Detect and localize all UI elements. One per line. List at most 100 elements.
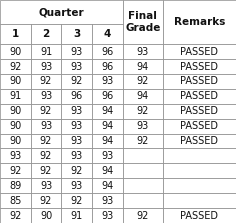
Text: 92: 92 — [137, 136, 149, 146]
Bar — [61, 163, 92, 178]
Bar — [61, 193, 92, 208]
Text: 92: 92 — [71, 76, 83, 87]
Text: PASSED: PASSED — [180, 62, 219, 72]
Bar — [92, 134, 123, 149]
Bar — [92, 59, 123, 74]
Text: 93: 93 — [101, 211, 114, 221]
Bar — [0, 24, 31, 44]
Bar — [92, 24, 123, 44]
Text: 94: 94 — [101, 166, 114, 176]
Text: PASSED: PASSED — [180, 91, 219, 101]
Bar — [0, 193, 31, 208]
Text: 92: 92 — [137, 211, 149, 221]
Text: 93: 93 — [137, 121, 149, 131]
Bar — [0, 149, 31, 163]
Text: 96: 96 — [101, 62, 114, 72]
Text: 93: 93 — [71, 106, 83, 116]
Text: PASSED: PASSED — [180, 211, 219, 221]
Text: 93: 93 — [40, 181, 52, 191]
Text: 93: 93 — [71, 121, 83, 131]
Bar — [31, 59, 61, 74]
Bar — [61, 178, 92, 193]
Bar — [92, 208, 123, 223]
Text: 3: 3 — [73, 29, 80, 39]
Text: 94: 94 — [101, 121, 114, 131]
Text: 85: 85 — [9, 196, 21, 206]
Text: 94: 94 — [101, 136, 114, 146]
Text: 96: 96 — [101, 91, 114, 101]
Text: PASSED: PASSED — [180, 47, 219, 57]
Text: 94: 94 — [137, 91, 149, 101]
Bar — [31, 134, 61, 149]
Bar — [92, 149, 123, 163]
Bar — [31, 208, 61, 223]
Bar — [163, 104, 236, 119]
Text: 96: 96 — [101, 47, 114, 57]
Text: 94: 94 — [137, 62, 149, 72]
Bar — [163, 134, 236, 149]
Bar — [92, 178, 123, 193]
Bar — [123, 0, 163, 44]
Text: 93: 93 — [9, 151, 21, 161]
Bar — [163, 193, 236, 208]
Bar — [31, 44, 61, 59]
Bar — [163, 44, 236, 59]
Bar — [163, 0, 236, 44]
Text: 92: 92 — [137, 76, 149, 87]
Bar — [163, 89, 236, 104]
Text: 92: 92 — [71, 196, 83, 206]
Text: 93: 93 — [137, 47, 149, 57]
Text: 93: 93 — [40, 62, 52, 72]
Bar — [92, 119, 123, 134]
Text: 93: 93 — [101, 151, 114, 161]
Bar — [123, 178, 163, 193]
Bar — [0, 134, 31, 149]
Bar — [163, 59, 236, 74]
Text: 2: 2 — [42, 29, 50, 39]
Text: 89: 89 — [9, 181, 21, 191]
Bar — [123, 89, 163, 104]
Bar — [163, 163, 236, 178]
Bar — [123, 44, 163, 59]
Text: 92: 92 — [40, 196, 52, 206]
Text: 90: 90 — [9, 121, 21, 131]
Bar — [123, 149, 163, 163]
Bar — [0, 104, 31, 119]
Text: Final
Grade: Final Grade — [125, 11, 160, 33]
Text: Quarter: Quarter — [38, 7, 84, 17]
Text: Remarks: Remarks — [174, 17, 225, 27]
Bar — [31, 74, 61, 89]
Text: PASSED: PASSED — [180, 106, 219, 116]
Bar — [0, 59, 31, 74]
Text: 94: 94 — [101, 106, 114, 116]
Bar — [31, 178, 61, 193]
Text: 93: 93 — [40, 91, 52, 101]
Text: 92: 92 — [137, 106, 149, 116]
Bar — [0, 119, 31, 134]
Text: 91: 91 — [71, 211, 83, 221]
Bar — [61, 134, 92, 149]
Text: 93: 93 — [71, 181, 83, 191]
Bar — [61, 59, 92, 74]
Bar — [61, 74, 92, 89]
Text: 92: 92 — [9, 166, 21, 176]
Bar — [123, 134, 163, 149]
Bar — [123, 208, 163, 223]
Bar — [0, 44, 31, 59]
Text: 93: 93 — [71, 62, 83, 72]
Bar — [92, 193, 123, 208]
Bar — [0, 0, 123, 24]
Text: 96: 96 — [71, 91, 83, 101]
Text: 91: 91 — [9, 91, 21, 101]
Text: 91: 91 — [40, 47, 52, 57]
Bar — [31, 149, 61, 163]
Bar — [0, 178, 31, 193]
Text: 92: 92 — [40, 151, 52, 161]
Bar — [123, 59, 163, 74]
Text: 93: 93 — [71, 151, 83, 161]
Bar — [61, 44, 92, 59]
Bar — [163, 178, 236, 193]
Bar — [163, 119, 236, 134]
Bar — [92, 104, 123, 119]
Bar — [0, 208, 31, 223]
